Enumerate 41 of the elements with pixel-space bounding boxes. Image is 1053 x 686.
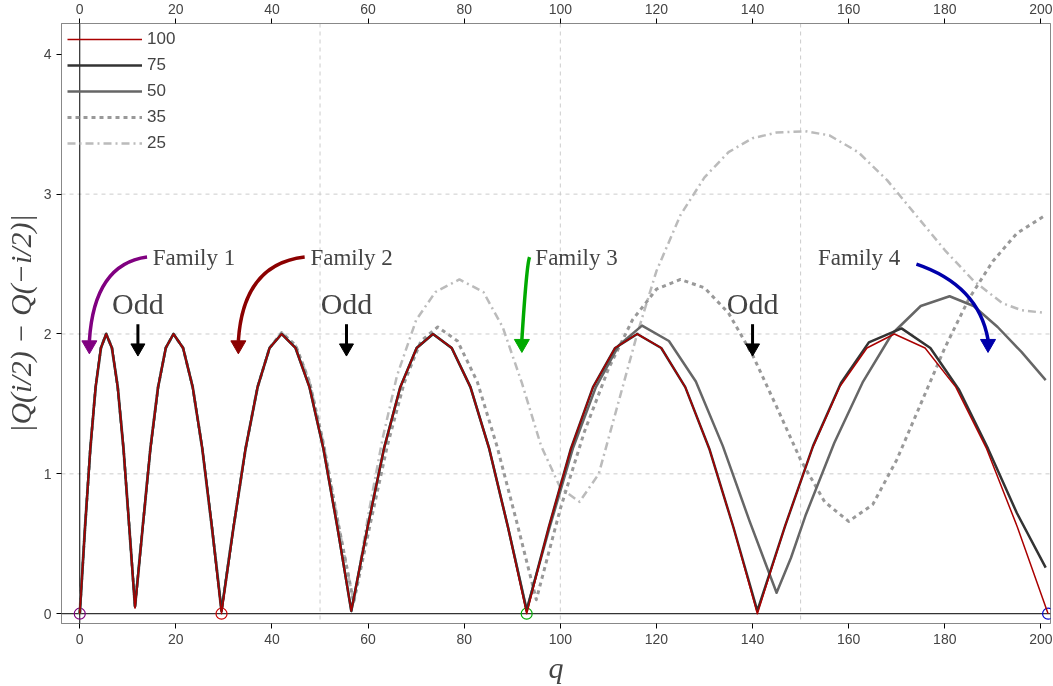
x-tick-label: 180 — [933, 630, 957, 647]
x-tick-label: 140 — [740, 630, 765, 647]
legend-label: 35 — [147, 107, 167, 127]
x-tick-label: 80 — [456, 630, 473, 647]
x-tick-label: 40 — [264, 630, 280, 647]
y-tick-label: 0 — [43, 605, 52, 622]
y-tick-label: 3 — [43, 186, 52, 203]
legend-label: 25 — [147, 133, 167, 153]
x2-tick-label: 200 — [1029, 0, 1053, 17]
x2-tick-label: 100 — [548, 0, 573, 17]
annotation: Family 3 — [535, 244, 618, 270]
x2-tick-label: 160 — [836, 0, 861, 17]
x-tick-label: 100 — [548, 630, 573, 647]
x2-tick-label: 60 — [360, 0, 377, 17]
annotation: Odd — [320, 286, 373, 320]
y-tick-label: 2 — [43, 325, 52, 342]
x-tick-label: 200 — [1029, 630, 1053, 647]
x-tick-label: 0 — [75, 630, 84, 647]
x2-tick-label: 20 — [168, 0, 184, 17]
annotation: Family 4 — [817, 244, 901, 270]
x2-tick-label: 40 — [264, 0, 280, 17]
x2-tick-label: 0 — [75, 0, 84, 17]
x-tick-label: 160 — [836, 630, 861, 647]
x-tick-label: 120 — [644, 630, 669, 647]
y-tick-label: 1 — [43, 465, 52, 482]
x2-tick-label: 140 — [740, 0, 765, 17]
x-tick-label: 20 — [168, 630, 184, 647]
legend-label: 100 — [147, 29, 176, 49]
annotation: Family 1 — [152, 244, 236, 270]
x2-tick-label: 120 — [644, 0, 669, 17]
annotation: Odd — [112, 286, 164, 320]
annotation: Odd — [726, 286, 779, 320]
x-axis-title: q — [548, 650, 564, 684]
x2-tick-label: 80 — [456, 0, 473, 17]
x2-tick-label: 180 — [933, 0, 957, 17]
annotation: Family 2 — [310, 244, 393, 270]
legend-label: 75 — [147, 55, 167, 75]
y-axis-title: |Q(i/2) − Q(−i/2)| — [3, 214, 38, 433]
legend-label: 50 — [147, 81, 167, 101]
x-tick-label: 60 — [360, 630, 377, 647]
y-tick-label: 4 — [43, 46, 52, 63]
